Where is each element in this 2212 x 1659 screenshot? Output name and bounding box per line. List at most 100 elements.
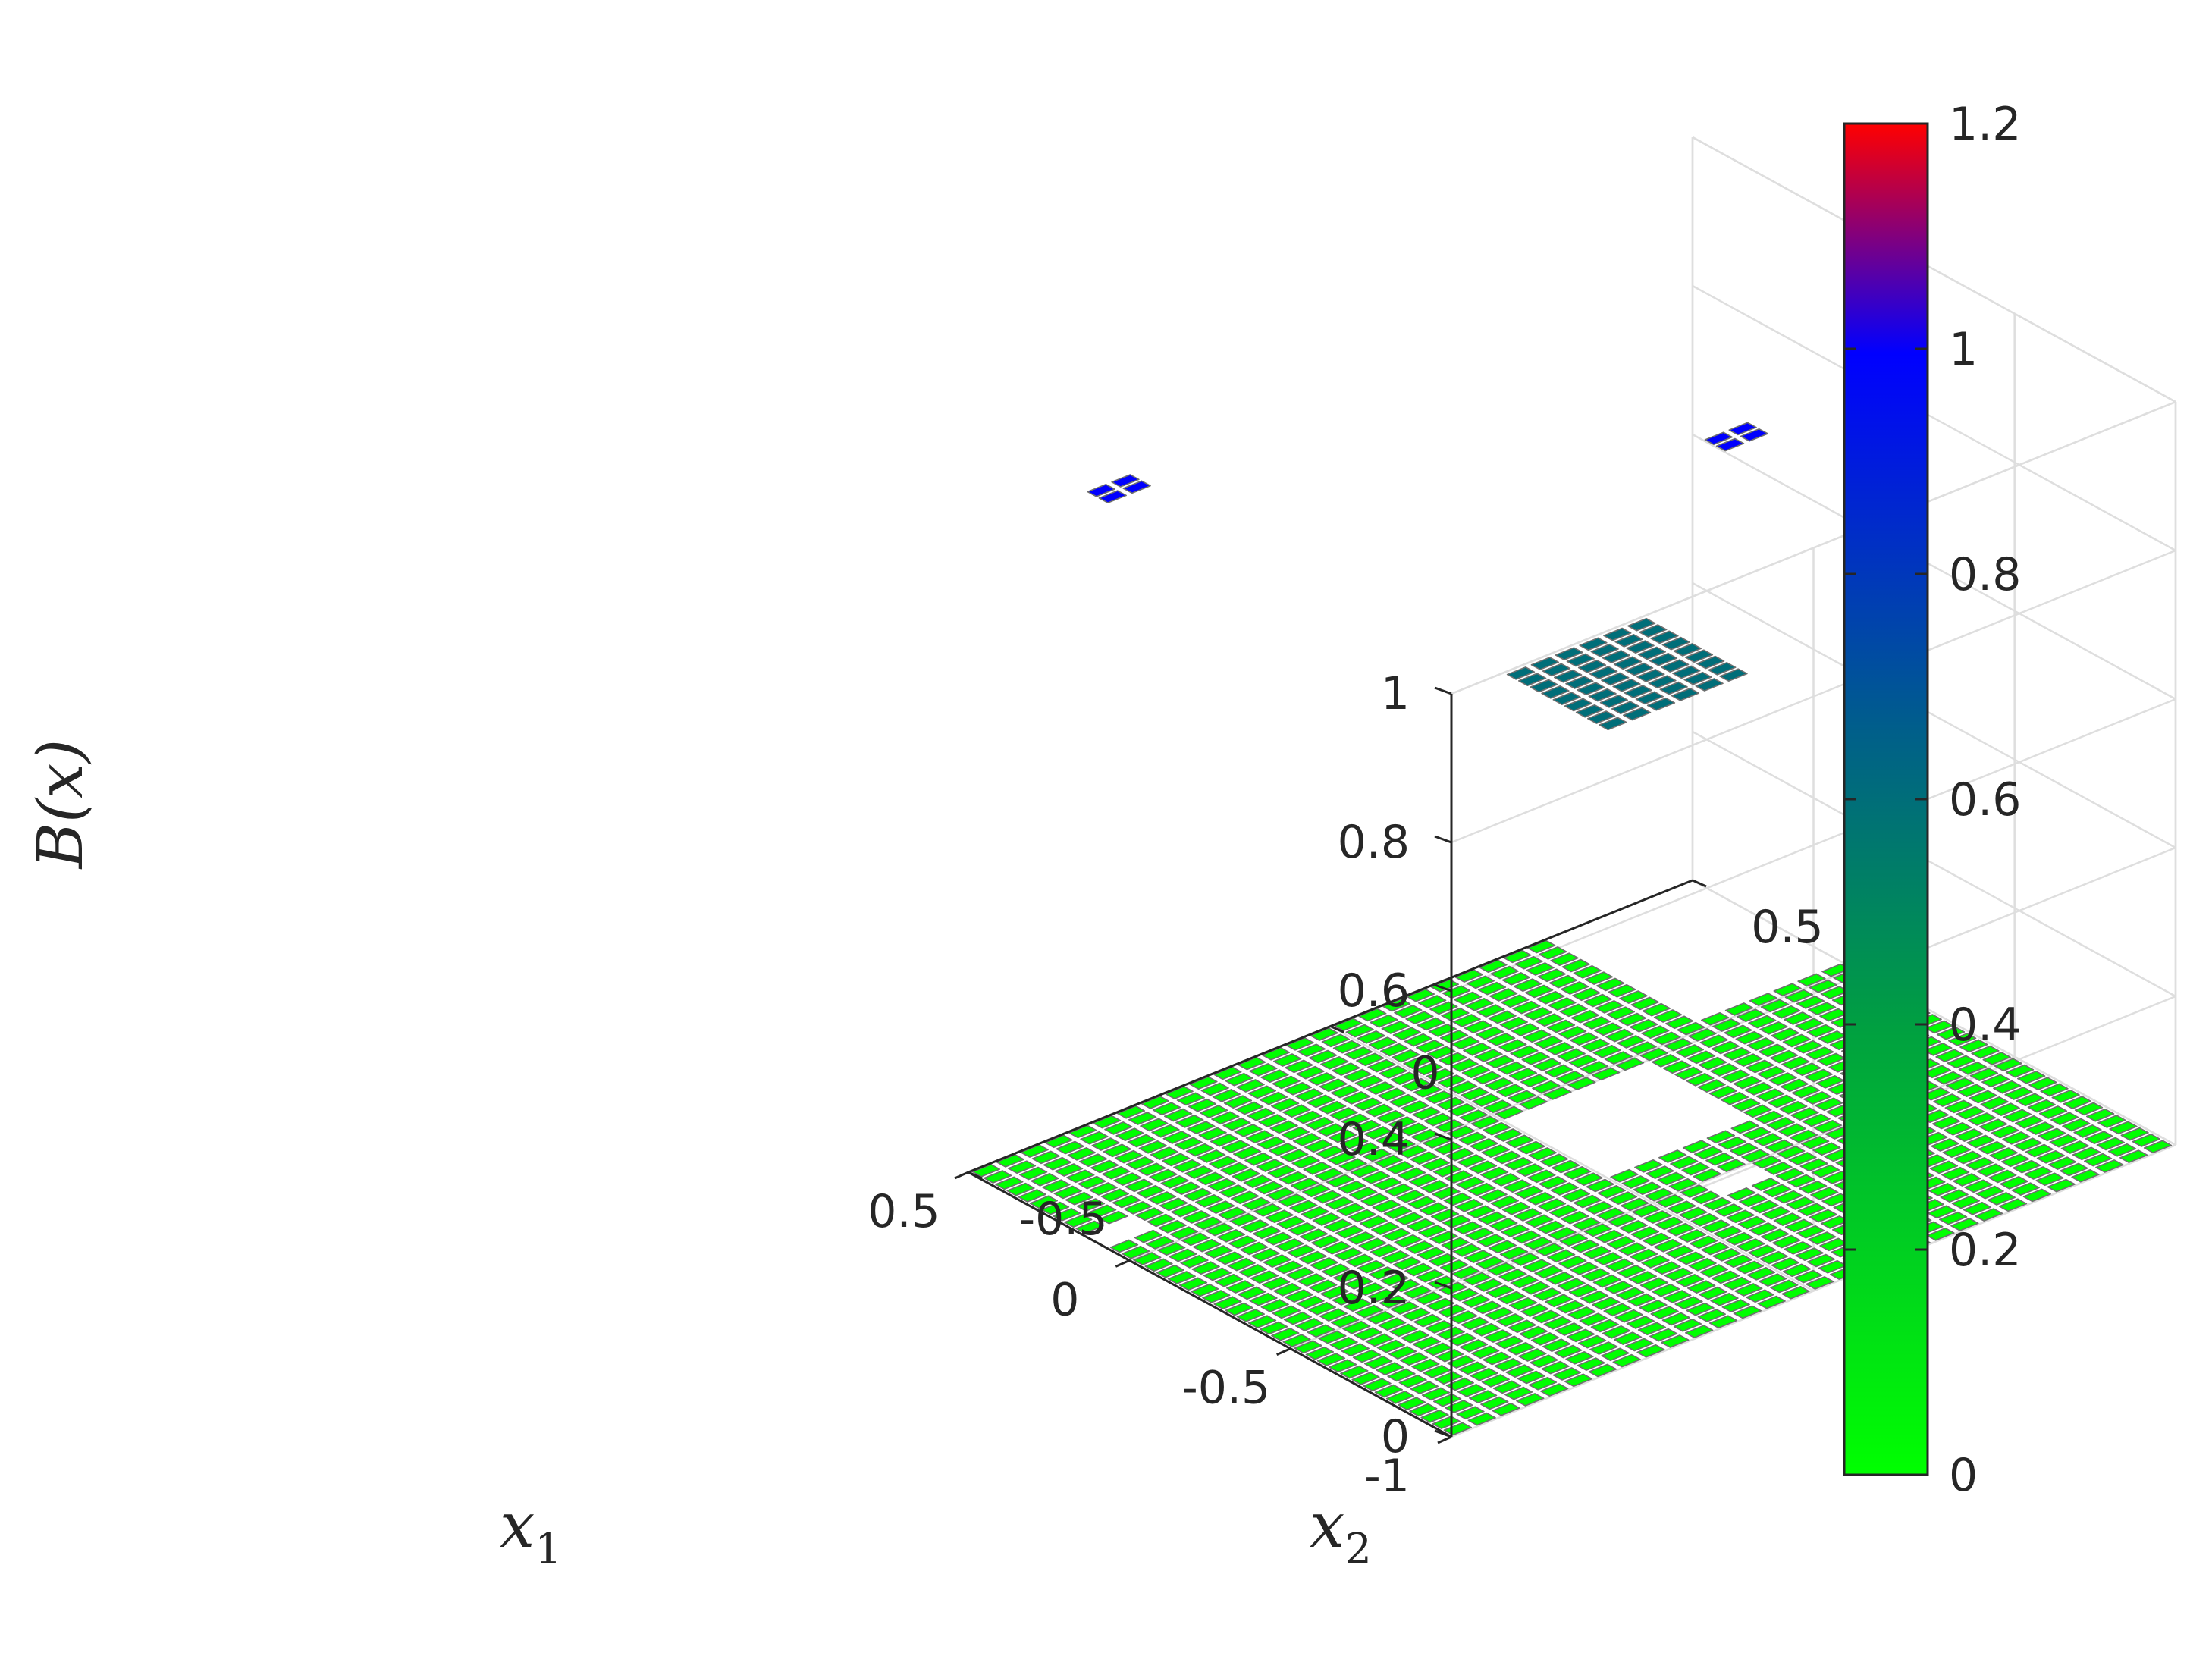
- surface-cell: [1370, 1014, 1398, 1028]
- surface-cell: [1392, 1256, 1422, 1271]
- surface-cell: [1558, 1255, 1587, 1269]
- surface-cell: [1486, 1055, 1514, 1069]
- surface-cell: [1637, 646, 1666, 660]
- surface-cell: [1521, 1281, 1550, 1295]
- surface-cell: [1492, 1402, 1520, 1416]
- surface-cell: [1200, 1105, 1228, 1118]
- surface-cell: [1625, 662, 1654, 676]
- surface-cell: [1810, 1187, 1839, 1200]
- surface-cell: [1673, 643, 1702, 657]
- surface-cell: [1772, 1234, 1801, 1249]
- surface-cell: [1749, 1222, 1778, 1236]
- x1-tick-label: -0.5: [1181, 1362, 1270, 1415]
- surface-cell: [1144, 1258, 1173, 1272]
- surface-cell: [2024, 1166, 2053, 1180]
- surface-cell: [1975, 1208, 2003, 1222]
- surface-cell: [1344, 1275, 1373, 1290]
- surface-cell: [1487, 1262, 1516, 1276]
- surface-cell: [1796, 1225, 1825, 1239]
- colorbar: 0 0.2 0.4 0.6 0.8 1 1.2: [1843, 98, 2021, 1502]
- surface-cell: [1147, 1213, 1175, 1228]
- surface-cell: [2026, 1121, 2055, 1135]
- surface-cell: [1409, 1403, 1438, 1417]
- axes: [954, 686, 1707, 1444]
- surface-cell: [1247, 1085, 1276, 1099]
- surface-cell: [1314, 1168, 1343, 1181]
- surface-cell: [1567, 1306, 1596, 1320]
- surface-cell: [1470, 1138, 1498, 1152]
- surface-cell: [1936, 1026, 1966, 1040]
- surface-cell: [1379, 1294, 1407, 1309]
- surface-cell: [1489, 1217, 1518, 1231]
- surface-cell: [1652, 1261, 1681, 1275]
- surface-cell: [1263, 1254, 1291, 1268]
- surface-cell: [1632, 1203, 1661, 1218]
- x1-tick-labels: -1 -0.5 0 0.5: [868, 1185, 1410, 1503]
- surface-cell: [1693, 1168, 1721, 1182]
- surface-cell: [1472, 1322, 1501, 1337]
- surface-cell: [1307, 1324, 1335, 1338]
- surface-cell: [1388, 1116, 1417, 1130]
- surface-cell: [1185, 1143, 1215, 1157]
- surface-cell: [1724, 1024, 1752, 1039]
- surface-cell: [1621, 1197, 1649, 1212]
- surface-cell: [1250, 1270, 1279, 1284]
- surface-cell: [1784, 1218, 1814, 1233]
- surface-cell: [2013, 1159, 2041, 1174]
- surface-cell: [1933, 1093, 1962, 1107]
- surface-cell: [1713, 1225, 1743, 1240]
- surface-cell: [1815, 1097, 1843, 1112]
- surface-cell: [1167, 1271, 1196, 1284]
- surface-cell: [2072, 1146, 2101, 1161]
- surface-cell: [1195, 1193, 1224, 1208]
- surface-cell: [1664, 1267, 1693, 1281]
- surface-cell: [1750, 1200, 1779, 1214]
- surface-cell: [1310, 1257, 1338, 1271]
- surface-cell: [1297, 1273, 1326, 1287]
- surface-cell: [1517, 1140, 1545, 1155]
- surface-cell: [1348, 1209, 1376, 1223]
- surface-cell: [1172, 1181, 1200, 1196]
- surface-cell: [1677, 1229, 1707, 1243]
- surface-cell: [1370, 1243, 1398, 1258]
- surface-cell: [1307, 1094, 1335, 1109]
- surface-cell: [1329, 1359, 1357, 1373]
- surface-cell: [1604, 1281, 1633, 1294]
- surface-cell: [1550, 1182, 1579, 1196]
- surface-cell: [1351, 1142, 1380, 1156]
- surface-cell: [1958, 1061, 1987, 1075]
- surface-cell: [1537, 968, 1566, 983]
- surface-cell: [1292, 1133, 1322, 1146]
- surface-cell: [1173, 1159, 1202, 1173]
- surface-cell: [1387, 1138, 1416, 1153]
- surface-cell: [1519, 1096, 1548, 1110]
- surface-cell: [1624, 685, 1652, 698]
- surface-cell: [1191, 1261, 1220, 1275]
- surface-cell: [1773, 983, 1802, 997]
- surface-cell: [1934, 1071, 1963, 1085]
- surface-cell: [1543, 1087, 1572, 1100]
- surface-cell: [1300, 1228, 1329, 1242]
- surface-cell: [1712, 1018, 1741, 1032]
- surface-cell: [1410, 1151, 1439, 1165]
- surface-cell: [1927, 1205, 1956, 1219]
- surface-cell: [1527, 939, 1556, 954]
- surface-cell: [1298, 1250, 1327, 1265]
- surface-cell: [1475, 1026, 1504, 1040]
- surface-cell: [1568, 1284, 1598, 1298]
- surface-cell: [1601, 672, 1630, 686]
- surface-cell: [1467, 1182, 1496, 1196]
- surface-cell: [2132, 1134, 2160, 1147]
- surface-cell: [1552, 692, 1581, 705]
- surface-cell: [1536, 990, 1565, 1005]
- surface-cell: [1543, 1316, 1572, 1330]
- surface-cell: [1181, 1232, 1210, 1247]
- z-tick-labels: 0 0.2 0.4 0.6 0.8 1: [1338, 667, 1410, 1463]
- surface-cell: [1535, 1243, 1564, 1256]
- surface-cell: [1964, 1179, 1993, 1193]
- surface-cell: [1198, 1127, 1227, 1141]
- surface-cell: [1213, 1296, 1242, 1310]
- surface-cell: [1160, 1175, 1189, 1189]
- x1-tick-label: 0.5: [868, 1185, 940, 1238]
- surface-cell: [1527, 1169, 1556, 1184]
